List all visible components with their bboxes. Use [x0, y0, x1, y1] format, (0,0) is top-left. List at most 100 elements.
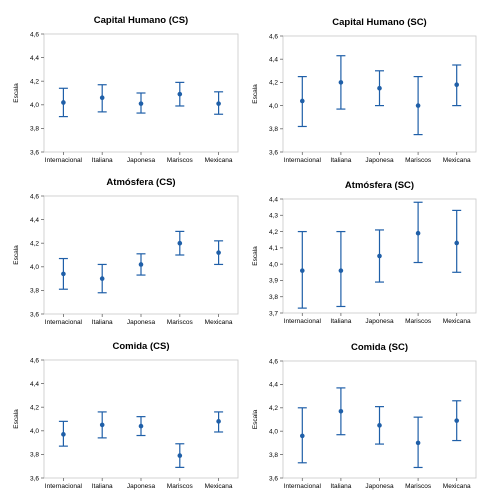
y-axis-label: Escala [252, 84, 259, 104]
x-tick-label: Japonesa [127, 157, 156, 164]
mean-point [377, 253, 382, 259]
error-bar [97, 411, 107, 439]
x-tick-label: Mariscos [405, 318, 432, 325]
y-tick-label: 3,8 [269, 126, 278, 133]
mean-point [177, 453, 183, 458]
y-tick-label: 4,4 [30, 381, 39, 388]
x-tick-label: Mariscos [405, 157, 432, 164]
mean-point [300, 268, 305, 273]
y-tick-label: 3,6 [30, 311, 39, 318]
error-bar [175, 81, 185, 107]
y-tick-label: 4,6 [269, 358, 278, 365]
error-bar [175, 443, 185, 468]
mean-point [99, 276, 105, 281]
x-tick-label: Italiana [92, 157, 113, 164]
y-tick-label: 4,6 [30, 31, 39, 38]
y-tick-label: 4,0 [30, 264, 39, 271]
x-tick-label: Internacional [284, 157, 322, 164]
mean-point [454, 82, 460, 88]
x-tick-label: Italiana [92, 319, 113, 326]
y-tick-label: 3,9 [269, 278, 278, 285]
error-bar [58, 420, 68, 447]
y-axis-label: Escala [13, 245, 20, 265]
y-tick-label: 3,7 [269, 310, 278, 317]
x-tick-label: Italiana [330, 157, 351, 164]
error-bar [375, 229, 384, 283]
y-tick-label: 3,6 [269, 475, 278, 482]
x-tick-label: Mexicana [443, 318, 471, 325]
mean-point [61, 271, 66, 277]
chart-title: Comida (SC) [351, 342, 408, 353]
error-bar [58, 257, 68, 290]
y-tick-label: 4,0 [269, 261, 278, 268]
mean-point [300, 433, 305, 439]
mean-point [216, 419, 221, 424]
error-bar [214, 240, 224, 266]
y-tick-label: 4,2 [30, 405, 39, 412]
error-bar [452, 209, 462, 273]
chart-panel-0: Capital Humano (CS) Escala 3,6 3,8 4,0 4,2 4,4… [13, 15, 239, 164]
mean-point [454, 240, 460, 246]
error-bar [375, 70, 384, 107]
chart-title: Atmósfera (SC) [345, 180, 414, 191]
y-tick-label: 4,2 [269, 229, 278, 236]
y-tick-label: 4,4 [269, 196, 278, 203]
x-tick-label: Mariscos [167, 319, 194, 326]
y-axis-label: Escala [13, 83, 20, 103]
x-tick-label: Internacional [45, 483, 83, 490]
chart-panel-5: Comida (SC) Escala 3,6 3,8 4,0 4,2 4,4 4,6 Inter… [252, 342, 477, 490]
mean-point [377, 423, 382, 428]
mean-point [138, 101, 144, 106]
mean-point [415, 440, 421, 446]
error-bar [297, 407, 307, 464]
y-tick-label: 4,0 [269, 103, 278, 110]
error-bar [97, 84, 107, 113]
x-tick-label: Internacional [45, 157, 83, 164]
error-bar [297, 230, 307, 309]
mean-point [99, 95, 105, 101]
x-tick-label: Mariscos [405, 483, 432, 490]
y-tick-label: 4,4 [269, 382, 278, 389]
x-tick-label: Mariscos [167, 157, 194, 164]
y-axis-label: Escala [252, 409, 259, 429]
error-bar [136, 253, 146, 276]
x-tick-label: Japonesa [365, 157, 394, 164]
y-tick-label: 4,1 [269, 245, 278, 252]
x-tick-label: Mariscos [167, 483, 194, 490]
y-axis-label: Escala [13, 409, 20, 429]
x-tick-label: Italiana [330, 483, 351, 490]
y-tick-label: 4,2 [269, 405, 278, 412]
y-tick-label: 4,0 [30, 102, 39, 109]
error-bar [413, 75, 423, 136]
y-tick-label: 4,4 [269, 57, 278, 64]
mean-point [300, 98, 305, 104]
chart-panel-1: Capital Humano (SC) Escala 3,6 3,8 4,0 4,2 4,4… [252, 17, 477, 164]
error-bar [452, 64, 462, 107]
y-tick-label: 3,6 [30, 475, 39, 482]
chart-title: Atmósfera (CS) [106, 177, 175, 188]
mean-point [216, 250, 221, 255]
y-tick-label: 3,6 [269, 149, 278, 156]
y-tick-label: 3,8 [30, 452, 39, 459]
x-tick-label: Internacional [45, 319, 83, 326]
y-tick-label: 4,6 [30, 193, 39, 200]
mean-point [454, 418, 460, 423]
chart-title: Capital Humano (SC) [332, 17, 426, 28]
mean-point [338, 409, 344, 414]
y-tick-label: 4,3 [269, 213, 278, 220]
error-bar [297, 75, 307, 128]
x-tick-label: Japonesa [127, 483, 156, 490]
mean-point [415, 230, 421, 236]
mean-point [177, 240, 183, 246]
error-bar [136, 416, 146, 437]
y-tick-label: 4,4 [30, 217, 39, 224]
y-tick-label: 3,8 [269, 294, 278, 301]
y-tick-label: 4,2 [30, 79, 39, 86]
error-bar [452, 400, 462, 442]
x-tick-label: Internacional [284, 483, 322, 490]
x-tick-label: Mexicana [205, 157, 233, 164]
y-tick-label: 4,2 [30, 241, 39, 248]
x-tick-label: Japonesa [365, 318, 394, 325]
x-tick-label: Mexicana [443, 483, 471, 490]
